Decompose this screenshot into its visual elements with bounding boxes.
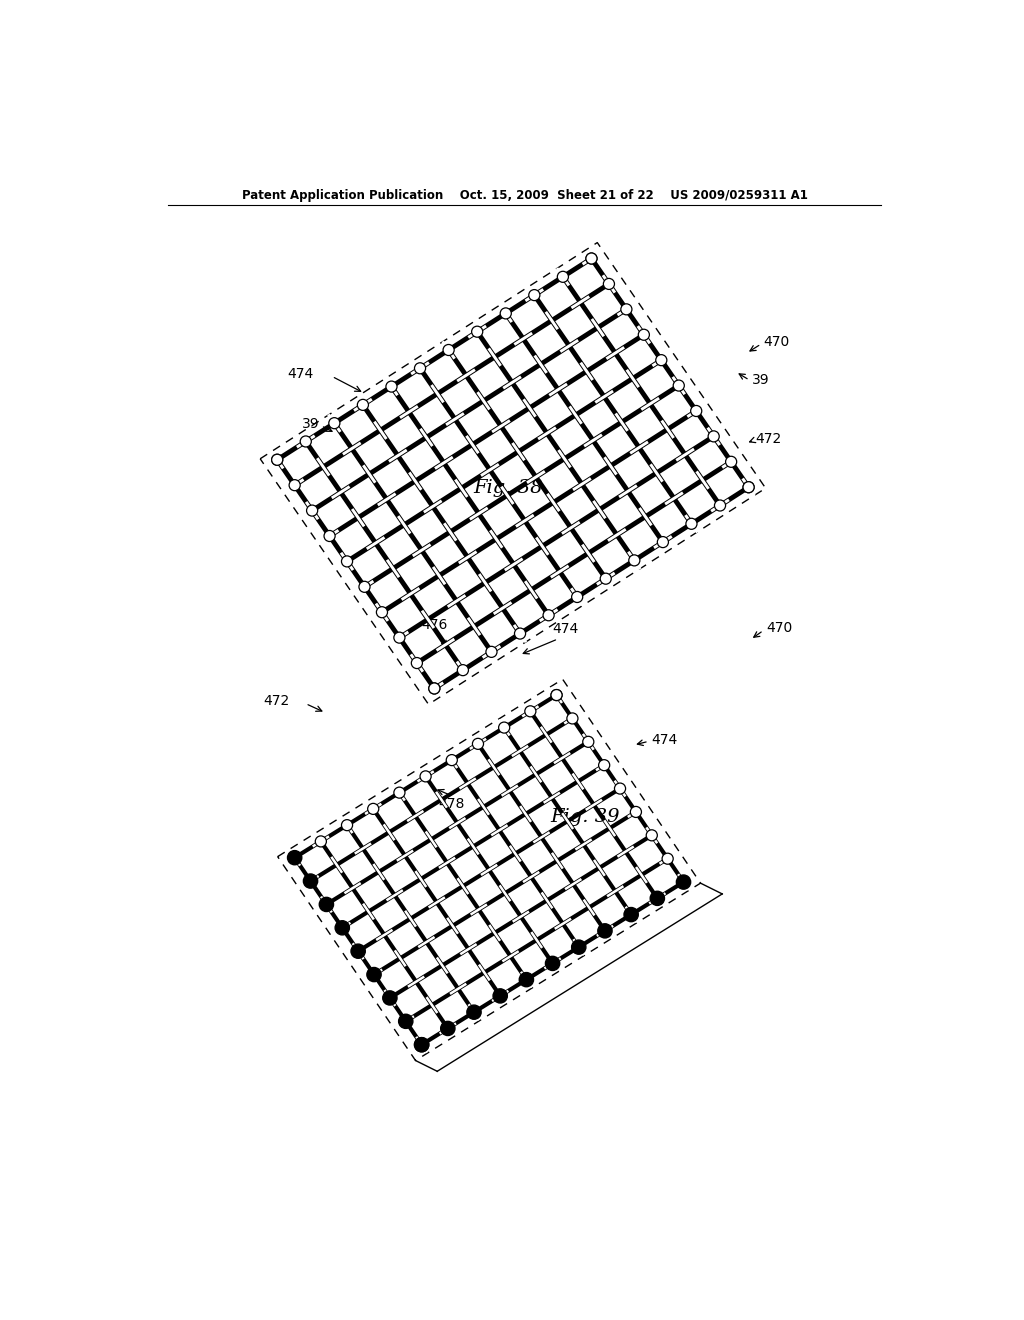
Text: Patent Application Publication    Oct. 15, 2009  Sheet 21 of 22    US 2009/02593: Patent Application Publication Oct. 15, … <box>242 189 808 202</box>
Circle shape <box>440 1022 455 1035</box>
Text: Fig. 38: Fig. 38 <box>473 479 543 496</box>
Circle shape <box>524 706 536 717</box>
Circle shape <box>678 876 689 887</box>
Text: 474: 474 <box>553 622 579 636</box>
Circle shape <box>472 738 483 750</box>
Circle shape <box>500 308 511 319</box>
Circle shape <box>519 973 534 987</box>
Circle shape <box>324 531 335 541</box>
Circle shape <box>743 482 754 492</box>
Text: 470: 470 <box>767 622 793 635</box>
Circle shape <box>663 853 673 865</box>
Text: 472: 472 <box>263 694 289 709</box>
Circle shape <box>583 737 594 747</box>
Circle shape <box>677 875 690 890</box>
Circle shape <box>673 380 684 391</box>
Circle shape <box>386 381 397 392</box>
Circle shape <box>306 506 317 516</box>
Circle shape <box>377 607 387 618</box>
Circle shape <box>415 1038 429 1052</box>
Circle shape <box>624 908 638 921</box>
Circle shape <box>567 713 578 723</box>
Circle shape <box>646 830 657 841</box>
Text: 472: 472 <box>756 433 782 446</box>
Circle shape <box>443 345 455 355</box>
Circle shape <box>335 921 349 935</box>
Text: 474: 474 <box>651 733 677 747</box>
Circle shape <box>319 898 334 912</box>
Circle shape <box>499 722 510 733</box>
Circle shape <box>398 1014 413 1028</box>
Circle shape <box>467 1005 481 1019</box>
Circle shape <box>599 760 609 771</box>
Text: 39: 39 <box>302 417 319 432</box>
Text: 476: 476 <box>421 618 447 632</box>
Circle shape <box>551 689 562 701</box>
Circle shape <box>289 853 300 863</box>
Circle shape <box>557 272 568 282</box>
Circle shape <box>686 519 697 529</box>
Circle shape <box>303 874 317 888</box>
Circle shape <box>368 804 379 814</box>
Circle shape <box>650 891 665 906</box>
Circle shape <box>571 591 583 602</box>
Circle shape <box>359 581 370 593</box>
Circle shape <box>271 454 283 465</box>
Circle shape <box>412 657 423 668</box>
Circle shape <box>329 417 340 429</box>
Circle shape <box>289 479 300 491</box>
Circle shape <box>472 326 482 337</box>
Circle shape <box>586 253 597 264</box>
Circle shape <box>288 850 302 865</box>
Circle shape <box>631 807 641 817</box>
Circle shape <box>709 430 719 442</box>
Circle shape <box>357 400 369 411</box>
Circle shape <box>621 304 632 315</box>
Text: 474: 474 <box>288 367 314 381</box>
Circle shape <box>638 329 649 341</box>
Circle shape <box>743 482 754 492</box>
Circle shape <box>603 279 614 289</box>
Circle shape <box>586 253 597 264</box>
Circle shape <box>341 556 352 566</box>
Circle shape <box>600 573 611 585</box>
Circle shape <box>614 783 626 795</box>
Circle shape <box>315 836 327 847</box>
Circle shape <box>690 405 701 417</box>
Circle shape <box>415 1038 429 1052</box>
Circle shape <box>598 924 612 939</box>
Circle shape <box>429 682 440 694</box>
Circle shape <box>546 956 560 970</box>
Text: 39: 39 <box>752 374 769 387</box>
Circle shape <box>494 989 507 1003</box>
Circle shape <box>300 436 311 447</box>
Circle shape <box>351 944 366 958</box>
Circle shape <box>420 771 431 781</box>
Circle shape <box>486 647 497 657</box>
Circle shape <box>726 457 736 467</box>
Circle shape <box>367 968 381 982</box>
Circle shape <box>571 940 586 954</box>
Text: 478: 478 <box>438 797 465 812</box>
Circle shape <box>655 355 667 366</box>
Circle shape <box>415 363 426 374</box>
Circle shape <box>543 610 554 620</box>
Circle shape <box>629 554 640 566</box>
Text: 470: 470 <box>764 335 790 348</box>
Circle shape <box>528 289 540 301</box>
Circle shape <box>446 755 458 766</box>
Circle shape <box>341 820 352 830</box>
Circle shape <box>394 787 404 799</box>
Circle shape <box>271 454 283 465</box>
Circle shape <box>715 500 726 511</box>
Text: Fig. 39: Fig. 39 <box>551 808 620 826</box>
Circle shape <box>394 632 404 643</box>
Circle shape <box>458 665 468 676</box>
Circle shape <box>429 682 440 694</box>
Circle shape <box>514 628 525 639</box>
Circle shape <box>383 991 397 1005</box>
Circle shape <box>657 536 669 548</box>
Circle shape <box>551 689 562 701</box>
